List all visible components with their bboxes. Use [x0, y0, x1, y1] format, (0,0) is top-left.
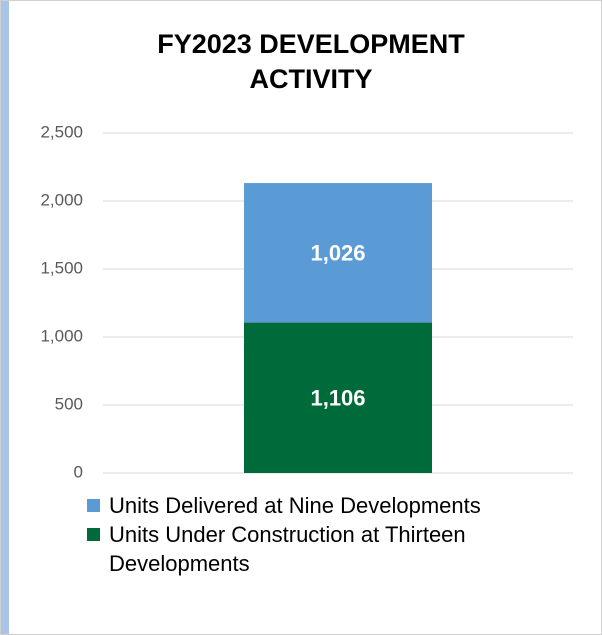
y-tick-label: 0 [74, 462, 83, 481]
y-tick-label: 2,500 [40, 122, 83, 141]
y-tick-label: 500 [55, 394, 83, 413]
legend-label: Units Delivered at Nine Developments [109, 493, 481, 518]
y-tick-label: 2,000 [40, 190, 83, 209]
y-tick-label: 1,000 [40, 326, 83, 345]
legend-entry: Units Delivered at Nine Developments [87, 491, 527, 520]
bar-segment [244, 322, 432, 473]
legend-swatch [87, 499, 100, 512]
data-label: 1,026 [310, 241, 365, 266]
legend-entry: Units Under Construction at Thirteen Dev… [87, 520, 527, 578]
legend-swatch [87, 528, 100, 541]
legend: Units Delivered at Nine Developments Unit… [87, 491, 527, 578]
bar-segment [244, 183, 432, 323]
chart-title: FY2023 DEVELOPMENT ACTIVITY [157, 29, 465, 94]
side-stripe [1, 1, 9, 634]
data-label: 1,106 [310, 386, 365, 411]
y-tick-label: 1,500 [40, 258, 83, 277]
legend-label: Units Under Construction at Thirteen Dev… [109, 522, 466, 576]
